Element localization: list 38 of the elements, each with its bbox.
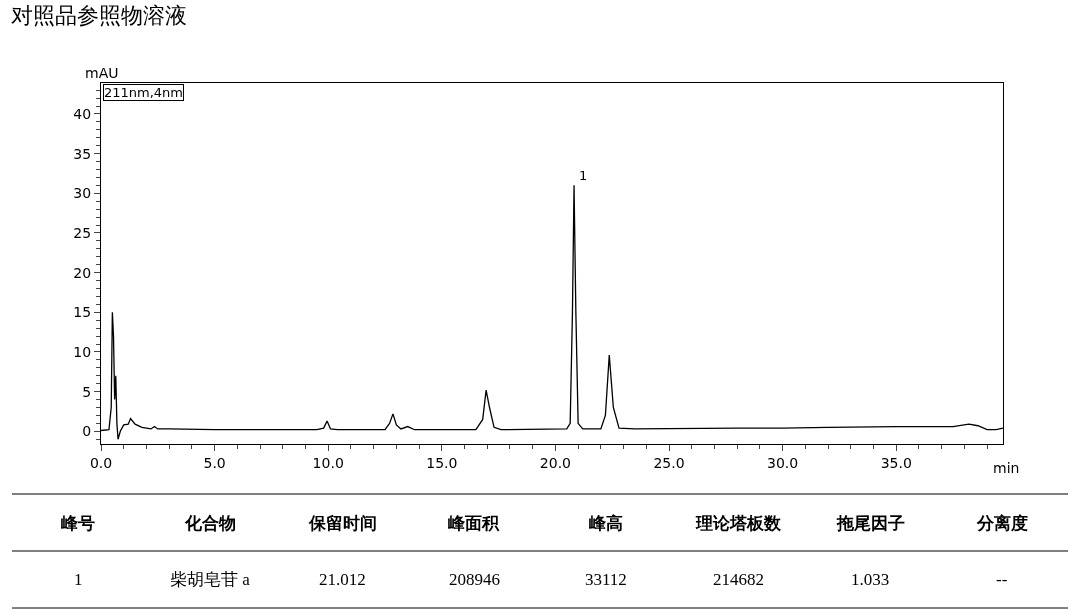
text: 33112 — [585, 570, 627, 589]
text: 1 — [74, 570, 83, 589]
annotation: 1 — [579, 168, 588, 183]
annotation: 211nm,4nm — [104, 85, 184, 100]
y-tick-label: 15 — [73, 304, 92, 321]
text: 峰号 — [61, 513, 95, 533]
x-tick-label: 30.0 — [767, 454, 799, 471]
text: 21.012 — [319, 570, 366, 589]
x-tick-label: 25.0 — [653, 454, 685, 471]
text: 化合物 — [184, 513, 236, 533]
text: 保留时间 — [308, 513, 377, 533]
x-tick-label: 0.0 — [89, 454, 113, 471]
y-tick-label: 5 — [82, 383, 92, 400]
chart-title: 对照品参照物溶液 — [11, 3, 187, 28]
x-tick-label: 5.0 — [203, 454, 226, 471]
text: 理论塔板数 — [695, 513, 782, 533]
y-tick-label: 30 — [73, 185, 92, 202]
x-tick-label: 15.0 — [426, 454, 458, 471]
text: 208946 — [449, 570, 500, 589]
y-tick-label: 40 — [73, 105, 92, 122]
y-tick-label: 35 — [73, 145, 92, 162]
text: 峰面积 — [448, 513, 500, 533]
x-axis-title: min — [993, 460, 1020, 476]
x-tick-label: 35.0 — [880, 454, 912, 471]
x-tick-label: 10.0 — [312, 454, 344, 471]
y-axis-title: mAU — [85, 65, 119, 81]
y-tick-label: 25 — [73, 224, 92, 241]
text: 柴胡皂苷 a — [170, 570, 251, 589]
text: 拖尾因子 — [836, 513, 905, 533]
y-tick-label: 10 — [73, 343, 92, 360]
y-tick-label: 20 — [73, 264, 92, 281]
text: 1.033 — [851, 570, 890, 589]
y-tick-label: 0 — [82, 423, 92, 440]
text: 峰高 — [589, 513, 623, 533]
x-tick-label: 20.0 — [539, 454, 571, 471]
text: -- — [996, 570, 1008, 589]
text: 214682 — [713, 570, 764, 589]
text: 分离度 — [976, 513, 1028, 533]
